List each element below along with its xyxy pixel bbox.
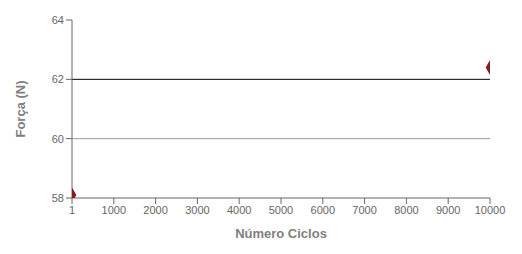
svg-text:6000: 6000 xyxy=(311,204,335,216)
svg-text:64: 64 xyxy=(52,14,64,26)
svg-text:Força (N): Força (N) xyxy=(13,80,28,137)
svg-text:5000: 5000 xyxy=(269,204,293,216)
svg-text:1000: 1000 xyxy=(102,204,126,216)
svg-text:7000: 7000 xyxy=(352,204,376,216)
svg-text:1: 1 xyxy=(69,204,75,216)
svg-text:60: 60 xyxy=(52,133,64,145)
svg-text:9000: 9000 xyxy=(436,204,460,216)
svg-text:2000: 2000 xyxy=(143,204,167,216)
svg-text:3000: 3000 xyxy=(185,204,209,216)
svg-text:4000: 4000 xyxy=(227,204,251,216)
svg-text:Número Ciclos: Número Ciclos xyxy=(235,226,327,241)
svg-text:62: 62 xyxy=(52,73,64,85)
svg-text:8000: 8000 xyxy=(394,204,418,216)
svg-text:10000: 10000 xyxy=(475,204,506,216)
svg-text:58: 58 xyxy=(52,192,64,204)
